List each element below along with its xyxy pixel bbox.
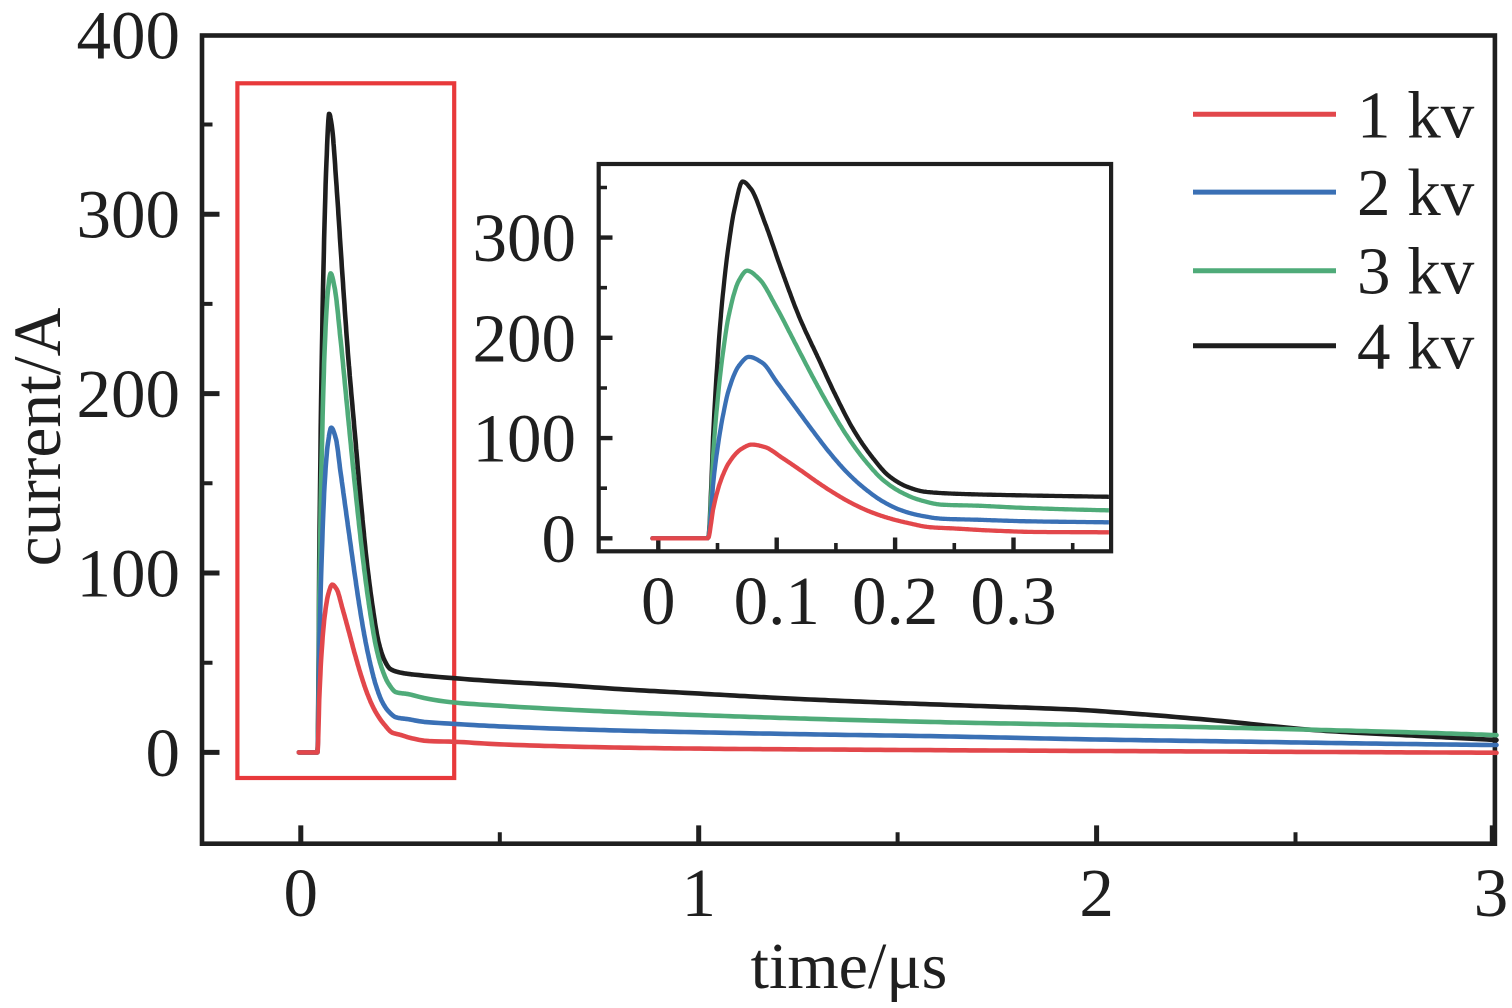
svg-text:0.1: 0.1	[734, 563, 820, 639]
svg-text:400: 400	[77, 0, 181, 73]
svg-text:2 kv: 2 kv	[1357, 156, 1475, 230]
svg-text:100: 100	[77, 536, 181, 612]
svg-text:200: 200	[473, 300, 577, 376]
svg-text:1: 1	[681, 855, 716, 931]
svg-text:0: 0	[284, 855, 319, 931]
svg-text:0.3: 0.3	[970, 563, 1056, 639]
svg-text:2: 2	[1079, 855, 1114, 931]
svg-text:1 kv: 1 kv	[1357, 78, 1475, 152]
svg-text:3: 3	[1474, 855, 1509, 931]
svg-text:100: 100	[473, 401, 577, 477]
svg-text:3 kv: 3 kv	[1357, 235, 1475, 309]
svg-text:300: 300	[77, 177, 181, 253]
svg-text:0: 0	[542, 501, 577, 577]
svg-text:4 kv: 4 kv	[1357, 310, 1475, 384]
svg-text:time/μs: time/μs	[751, 930, 948, 1003]
svg-text:0.2: 0.2	[852, 563, 938, 639]
svg-text:0: 0	[641, 563, 676, 639]
svg-text:0: 0	[146, 715, 181, 791]
svg-text:current/A: current/A	[0, 307, 75, 566]
svg-text:300: 300	[473, 200, 577, 276]
svg-text:200: 200	[77, 356, 181, 432]
